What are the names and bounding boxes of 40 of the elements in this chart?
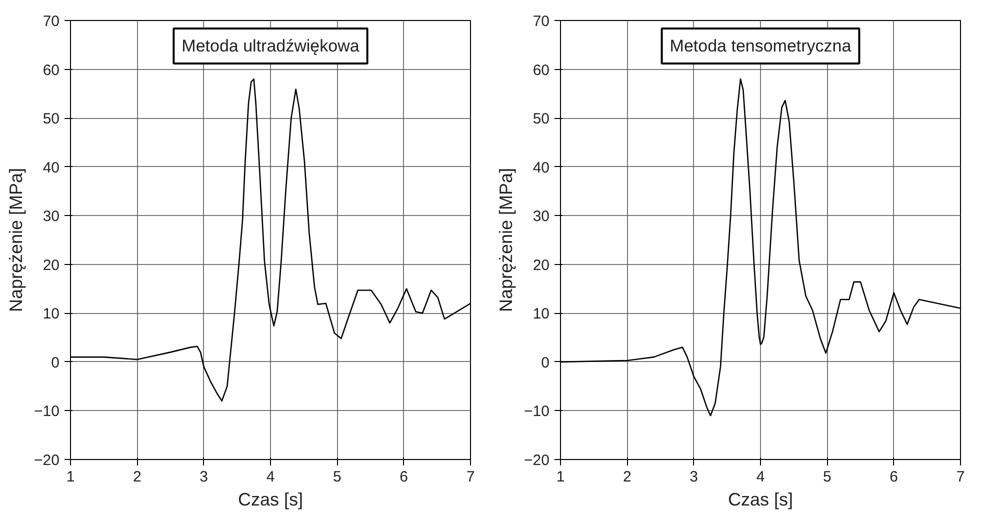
x-tick-label: 7 (466, 468, 475, 486)
text: Metoda tensometryczna (670, 36, 852, 56)
y-axis-title: Naprężenie [MPa] (6, 168, 26, 312)
x-tick-label: 1 (66, 468, 75, 486)
y-tick-label: 0 (51, 354, 60, 372)
x-tick-label: 6 (400, 468, 408, 486)
y-axis-title: Naprężenie [MPa] (496, 168, 516, 312)
y-tick-label: 30 (532, 208, 550, 226)
x-tick-label: 5 (332, 468, 342, 486)
y-tick-label: −10 (524, 403, 550, 420)
y-tick-label: −20 (524, 452, 550, 469)
y-tick-label: 0 (541, 354, 550, 372)
x-axis-title: Czas [s] (728, 490, 794, 510)
y-tick-label: 10 (42, 306, 60, 323)
x-tick-label: 6 (890, 468, 898, 486)
y-tick-label: 20 (42, 256, 60, 274)
y-tick-label: 60 (42, 62, 60, 79)
y-tick-label: 50 (532, 110, 550, 128)
x-tick-label: 5 (822, 468, 832, 486)
x-tick-label: 1 (556, 468, 565, 486)
y-tick-label: −10 (34, 403, 60, 420)
y-tick-label: 10 (532, 306, 550, 323)
y-tick-label: 40 (532, 159, 550, 176)
x-tick-label: 2 (132, 468, 142, 486)
text: Metoda ultradźwiękowa (182, 36, 360, 56)
y-tick-label: 40 (42, 159, 60, 176)
y-tick-label: 20 (532, 256, 550, 274)
x-tick-label: 3 (200, 468, 208, 486)
y-tick-label: 70 (532, 13, 550, 30)
x-tick-label: 7 (956, 468, 965, 486)
y-tick-label: 70 (42, 13, 60, 30)
x-tick-label: 4 (266, 468, 275, 486)
y-tick-label: 30 (42, 208, 60, 226)
x-axis-title: Czas [s] (238, 490, 304, 510)
x-tick-label: 4 (756, 468, 765, 486)
y-tick-label: 50 (42, 110, 60, 128)
y-tick-label: −20 (34, 452, 60, 469)
y-tick-label: 60 (532, 62, 550, 79)
x-tick-label: 3 (690, 468, 698, 486)
x-tick-label: 2 (622, 468, 632, 486)
